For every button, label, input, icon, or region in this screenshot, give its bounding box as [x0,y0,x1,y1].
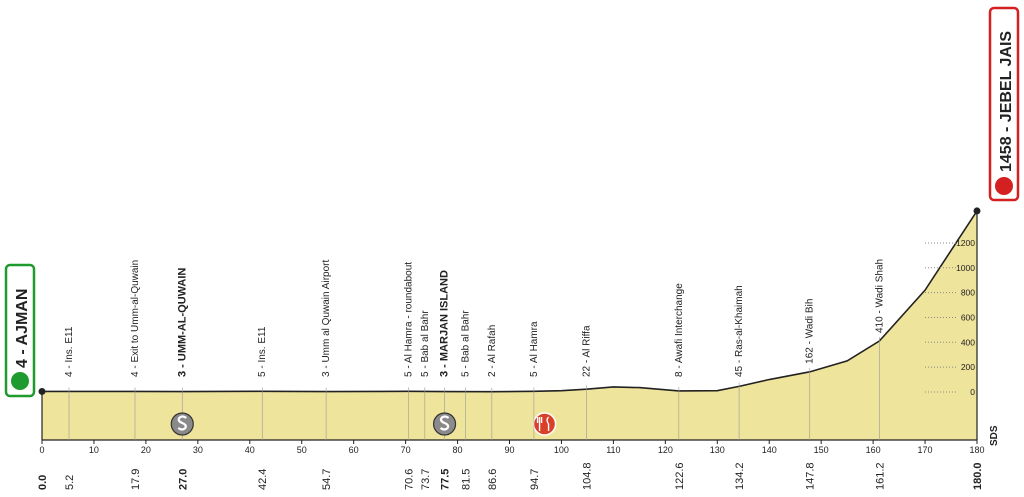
finish-icon [995,177,1013,195]
finish-label: 1458 - JEBEL JAIS [998,31,1015,172]
waypoint-label: 2 - Al Rafah [487,325,498,377]
waypoint-km: 27.0 [177,469,189,490]
waypoint-label: 22 - Al Riffa [581,325,592,377]
waypoint-km: 104.8 [581,462,593,490]
x-tick-label: 100 [554,445,569,455]
waypoint-km: 0.0 [37,475,49,490]
start-icon [11,372,29,390]
waypoint-label: 162 - Wadi Bih [805,299,816,364]
y-tick-label: 200 [961,362,975,372]
waypoint-km: 77.5 [440,469,452,490]
x-tick-label: 150 [814,445,829,455]
waypoint-label: 5 - Al Hamra [529,321,540,377]
x-tick-label: 170 [918,445,933,455]
waypoint-label: 5 - Bab al Bahr [420,310,431,377]
start-box [4,263,36,398]
waypoint-label: 8 - Awafi Interchange [674,283,685,377]
waypoint-label: 5 - Bab al Bahr [460,310,471,377]
x-tick-label: 70 [401,445,411,455]
waypoint-km: 73.7 [420,469,432,490]
waypoint-label: 4 - Ins. E11 [64,326,75,377]
x-tick-label: 90 [504,445,514,455]
waypoint-km: 122.6 [674,462,686,490]
waypoint-km: 134.2 [734,462,746,490]
x-tick-label: 130 [710,445,725,455]
waypoint-km: 147.8 [805,462,817,490]
waypoint-km: 5.2 [64,475,76,490]
x-tick-label: 120 [658,445,673,455]
start-label: 4 - AJMAN [14,289,31,368]
x-tick-label: 20 [141,445,151,455]
y-tick-label: 400 [961,337,975,347]
finish-box [988,6,1020,202]
x-tick-label: 180 [969,445,984,455]
waypoint-label: 5 - Al Hamra - roundabout [404,262,415,377]
profile-area [42,210,977,440]
x-tick-label: 110 [606,445,620,455]
logo: SDS [989,425,1000,446]
waypoint-km: 42.4 [257,469,269,490]
x-tick-label: 10 [89,445,99,455]
start-dot [38,387,46,395]
waypoint-km: 161.2 [874,462,886,490]
feed-icon [532,412,557,436]
x-tick-label: 140 [762,445,777,455]
finish-dot [973,207,981,215]
sprint-glyph [177,415,187,431]
waypoint-km: 70.6 [404,469,416,490]
waypoint-label: 5 - Ins. E11 [257,326,268,377]
y-tick-label: 1000 [956,263,975,273]
waypoint-label: 3 - MARJAN ISLAND [439,270,451,377]
waypoint-label: 4 - Exit to Umm-al-Quwain [130,260,141,377]
y-tick-label: 0 [970,387,975,397]
waypoint-label: 45 - Ras-al-Khaimah [734,285,745,377]
y-tick-label: 1200 [956,238,975,248]
x-tick-label: 80 [453,445,463,455]
waypoint-label: 3 - Umm al Quwain Airport [321,260,332,377]
x-tick-label: 40 [245,445,255,455]
waypoint-km: 81.5 [460,469,472,490]
waypoint-km: 180.0 [972,462,984,490]
sprint-glyph [439,415,450,431]
waypoint-label: 3 - UMM-AL-QUWAIN [176,268,188,377]
x-tick-label: 50 [297,445,307,455]
waypoint-km: 86.6 [487,469,499,490]
waypoint-km: 54.7 [321,469,333,490]
y-tick-label: 800 [961,288,975,298]
x-tick-label: 0 [39,445,44,455]
waypoint-km: 94.7 [529,469,541,490]
x-tick-label: 30 [193,445,203,455]
feed-icon-glyph [536,416,550,431]
x-tick-label: 160 [866,445,881,455]
waypoint-label: 410 - Wadi Shah [874,259,885,333]
x-tick-label: 60 [349,445,359,455]
waypoint-km: 17.9 [130,469,142,490]
y-tick-label: 600 [961,312,975,322]
